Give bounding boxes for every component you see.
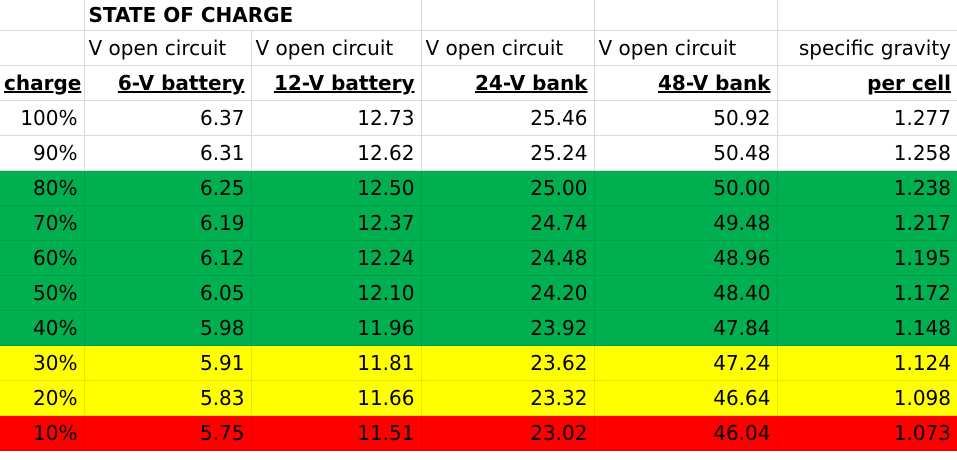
table-cell: 1.073 [777, 415, 957, 451]
table-cell: 46.04 [594, 415, 778, 451]
table-cell: 50.92 [594, 100, 778, 136]
table-cell: 25.00 [421, 170, 595, 206]
table-cell: 50.00 [594, 170, 778, 206]
table-cell: 48.96 [594, 240, 778, 276]
column-header: per cell [777, 65, 957, 101]
column-header: 12-V battery [251, 65, 422, 101]
table-cell: 12.73 [251, 100, 422, 136]
empty-cell [594, 0, 778, 31]
table-row: 60% 6.12 12.24 24.48 48.96 1.195 [0, 240, 957, 276]
table-cell: 1.258 [777, 135, 957, 171]
table-cell: 60% [0, 240, 85, 276]
table-cell: 47.84 [594, 310, 778, 346]
table-cell: 5.83 [84, 380, 252, 416]
table-cell: 1.124 [777, 345, 957, 381]
subheader-cell: V open circuit [251, 30, 422, 66]
subheader-cell: V open circuit [594, 30, 778, 66]
table-cell: 23.02 [421, 415, 595, 451]
table-cell: 12.24 [251, 240, 422, 276]
table-cell: 12.50 [251, 170, 422, 206]
table-cell: 25.24 [421, 135, 595, 171]
table-cell: 11.51 [251, 415, 422, 451]
table-cell: 70% [0, 205, 85, 241]
empty-cell [0, 0, 85, 31]
table-cell: 12.37 [251, 205, 422, 241]
table-title: STATE OF CHARGE [84, 0, 422, 31]
table-row: 70% 6.19 12.37 24.74 49.48 1.217 [0, 205, 957, 241]
table-cell: 24.48 [421, 240, 595, 276]
column-header: 6-V battery [84, 65, 252, 101]
table-cell: 1.172 [777, 275, 957, 311]
table-cell: 30% [0, 345, 85, 381]
table-cell: 50% [0, 275, 85, 311]
table-cell: 1.148 [777, 310, 957, 346]
column-header: charge [0, 65, 85, 101]
table-cell: 23.92 [421, 310, 595, 346]
table-cell: 46.64 [594, 380, 778, 416]
table-cell: 6.19 [84, 205, 252, 241]
table-cell: 23.62 [421, 345, 595, 381]
table-cell: 6.31 [84, 135, 252, 171]
subheader-cell: V open circuit [84, 30, 252, 66]
subheader-row: V open circuit V open circuit V open cir… [0, 30, 957, 66]
table-cell: 11.96 [251, 310, 422, 346]
table-cell: 80% [0, 170, 85, 206]
table-cell: 90% [0, 135, 85, 171]
empty-cell [777, 0, 957, 31]
table-cell: 1.277 [777, 100, 957, 136]
column-header: 24-V bank [421, 65, 595, 101]
table-row: 20% 5.83 11.66 23.32 46.64 1.098 [0, 380, 957, 416]
table-cell: 11.66 [251, 380, 422, 416]
table-cell: 47.24 [594, 345, 778, 381]
table-row: 80% 6.25 12.50 25.00 50.00 1.238 [0, 170, 957, 206]
subheader-cell: specific gravity [777, 30, 957, 66]
empty-cell [421, 0, 595, 31]
table-cell: 25.46 [421, 100, 595, 136]
table-row: 50% 6.05 12.10 24.20 48.40 1.172 [0, 275, 957, 311]
empty-cell [0, 30, 85, 66]
table-cell: 49.48 [594, 205, 778, 241]
table-cell: 6.12 [84, 240, 252, 276]
table-cell: 6.25 [84, 170, 252, 206]
title-row: STATE OF CHARGE [0, 0, 957, 31]
subheader-cell: V open circuit [421, 30, 595, 66]
table-row: 100% 6.37 12.73 25.46 50.92 1.277 [0, 100, 957, 136]
table-cell: 23.32 [421, 380, 595, 416]
table-cell: 12.62 [251, 135, 422, 171]
table-cell: 12.10 [251, 275, 422, 311]
table-cell: 1.195 [777, 240, 957, 276]
table-cell: 20% [0, 380, 85, 416]
table-cell: 6.05 [84, 275, 252, 311]
table-row: 10% 5.75 11.51 23.02 46.04 1.073 [0, 415, 957, 451]
table-cell: 6.37 [84, 100, 252, 136]
table-cell: 24.74 [421, 205, 595, 241]
table-cell: 24.20 [421, 275, 595, 311]
table-cell: 11.81 [251, 345, 422, 381]
table-cell: 1.217 [777, 205, 957, 241]
header-row: charge 6-V battery 12-V battery 24-V ban… [0, 65, 957, 101]
table-cell: 1.238 [777, 170, 957, 206]
table-cell: 48.40 [594, 275, 778, 311]
table-cell: 50.48 [594, 135, 778, 171]
table-cell: 10% [0, 415, 85, 451]
table-cell: 5.75 [84, 415, 252, 451]
table-row: 40% 5.98 11.96 23.92 47.84 1.148 [0, 310, 957, 346]
table-cell: 5.91 [84, 345, 252, 381]
table-cell: 100% [0, 100, 85, 136]
table-cell: 1.098 [777, 380, 957, 416]
table-row: 30% 5.91 11.81 23.62 47.24 1.124 [0, 345, 957, 381]
table-row: 90% 6.31 12.62 25.24 50.48 1.258 [0, 135, 957, 171]
table-cell: 5.98 [84, 310, 252, 346]
column-header: 48-V bank [594, 65, 778, 101]
table-cell: 40% [0, 310, 85, 346]
